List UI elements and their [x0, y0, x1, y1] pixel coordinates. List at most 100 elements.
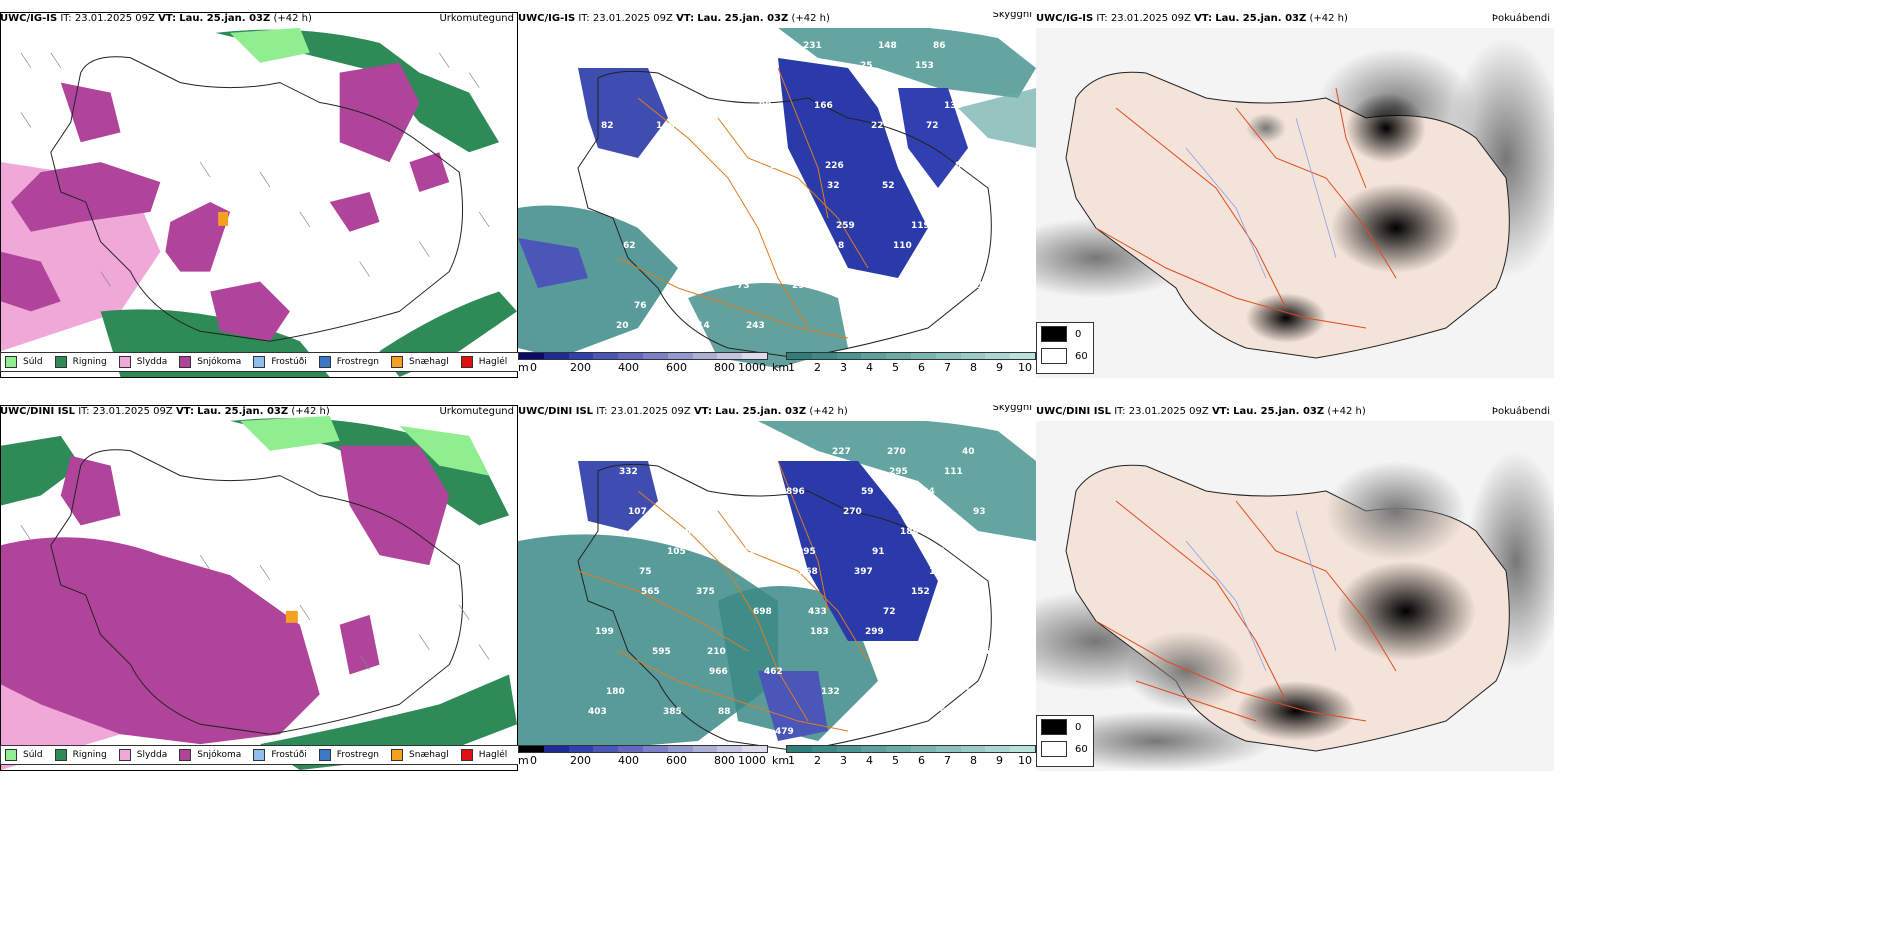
- vt-label: VT:: [175, 406, 194, 417]
- cloud-base-label: 72: [883, 607, 896, 617]
- legend-item: Frostúði: [253, 749, 307, 761]
- elevation-unit: m: [518, 754, 529, 767]
- cloud-base-label: 127: [984, 567, 1003, 577]
- cloud-base-label: 82: [601, 121, 614, 131]
- it-label: IT:: [578, 13, 590, 24]
- visibility-tick: 3: [840, 754, 847, 767]
- fog-legend-row: 60: [1037, 738, 1093, 760]
- legend-swatch: [253, 749, 266, 761]
- precip-type-legend: Súld Rigning Slydda Snjókoma Frostúði Fr…: [0, 352, 518, 372]
- it-value: 23.01.2025 09Z: [592, 13, 673, 24]
- legend-swatch: [253, 356, 266, 368]
- cloud-base-label: 80: [713, 141, 726, 151]
- cloud-base-label: 294: [792, 281, 811, 291]
- precip-map-canvas: [1, 13, 517, 377]
- legend-swatch: [5, 356, 17, 368]
- cloud-base-label: 86: [680, 261, 693, 271]
- elevation-colorbar: m 0 200 400 600 800 1000: [518, 352, 768, 374]
- cloud-base-label: 136: [850, 727, 869, 737]
- cloud-base-label: 107: [628, 507, 647, 517]
- visibility-map: 373 249 321 104 183 98 72 91 59 136 75 107 210 180 199…: [518, 421, 1036, 771]
- fog-index-map: [1036, 421, 1554, 771]
- cloud-base-label: 611: [674, 467, 693, 477]
- cloud-base-label: 130: [944, 101, 963, 111]
- legend-item: Snæhagl: [391, 356, 449, 368]
- legend-label: Haglél: [478, 357, 508, 367]
- cloud-base-label: 183: [810, 627, 829, 637]
- product-name: UWC/DINI ISL: [1036, 406, 1112, 417]
- cloud-base-label: 76: [634, 301, 647, 311]
- vt-label: VT:: [693, 406, 712, 417]
- it-value: 23.01.2025 09Z: [1110, 13, 1191, 24]
- precip-type-panel-row1: UWC/IG-IS IT: 23.01.2025 09Z VT: Lau. 25…: [0, 12, 518, 378]
- cloud-base-label: 183: [905, 727, 924, 737]
- legend-label: Rigning: [72, 750, 107, 760]
- cloud-base-label: 136: [904, 301, 923, 311]
- cloud-base-label: 102: [951, 687, 970, 697]
- cloud-base-label: 595: [652, 647, 671, 657]
- cloud-base-label: 62: [623, 241, 636, 251]
- cloud-base-label: 82: [757, 81, 770, 91]
- it-value: 23.01.2025 09Z: [1128, 406, 1209, 417]
- elevation-colorbar-gradient: [518, 352, 768, 360]
- fog-legend-swatch-black: [1041, 719, 1067, 735]
- lead-time: (+42 h): [791, 13, 830, 24]
- cloud-base-label: 249: [938, 607, 957, 617]
- vt-value: Lau. 25.jan. 03Z: [715, 406, 807, 417]
- panel-title: Skyggni: [992, 12, 1032, 20]
- cloud-base-label: 138: [979, 301, 998, 311]
- cloud-base-label: 52: [882, 181, 895, 191]
- cloud-base-label: 210: [617, 447, 636, 457]
- cloud-base-label: 88: [724, 201, 737, 211]
- cloud-base-label: 139: [922, 647, 941, 657]
- precip-type-panel-row2: UWC/DINI ISL IT: 23.01.2025 09Z VT: Lau.…: [0, 405, 518, 771]
- lead-time: (+42 h): [291, 406, 330, 417]
- cloud-base-label: 264: [977, 647, 996, 657]
- fog-legend-swatch-white: [1041, 741, 1067, 757]
- visibility-colorbar-gradient: [786, 352, 1036, 360]
- legend-swatch: [318, 749, 331, 761]
- cloud-base-label: 56: [889, 101, 902, 111]
- product-name: UWC/DINI ISL: [0, 406, 76, 417]
- cloud-base-label: 99: [759, 101, 772, 111]
- it-value: 23.01.2025 09Z: [92, 406, 173, 417]
- lead-time: (+42 h): [273, 13, 312, 24]
- visibility-tick: 5: [892, 754, 899, 767]
- cloud-base-label: 86: [933, 41, 946, 51]
- panel-header: UWC/IG-IS IT: 23.01.2025 09Z VT: Lau. 25…: [1036, 12, 1554, 26]
- legend-swatch: [318, 356, 331, 368]
- lead-time: (+42 h): [809, 406, 848, 417]
- legend-label: Rigning: [72, 357, 107, 367]
- cloud-base-label: 20: [616, 321, 629, 331]
- product-name: UWC/IG-IS: [1036, 13, 1094, 24]
- vt-label: VT:: [1211, 406, 1230, 417]
- fog-index-map-canvas: [1036, 28, 1554, 378]
- cloud-base-label: 180: [606, 687, 625, 697]
- cloud-base-label: 433: [808, 607, 827, 617]
- cloud-base-label: 332: [619, 467, 638, 477]
- cloud-base-label: 202: [667, 181, 686, 191]
- cloud-base-label: 32: [827, 181, 840, 191]
- cloud-base-label: 896: [786, 487, 805, 497]
- lead-time: (+42 h): [1309, 13, 1348, 24]
- visibility-tick: 6: [918, 361, 925, 374]
- legend-item: Rigning: [54, 356, 107, 368]
- legend-item: Súld: [5, 749, 43, 761]
- visibility-tick: 8: [970, 361, 977, 374]
- cloud-base-label: 128: [748, 41, 767, 51]
- cloud-base-label: 93: [973, 507, 986, 517]
- cloud-base-label: 127: [702, 81, 721, 91]
- elevation-tick: 800: [714, 754, 735, 767]
- cloud-base-label: 73: [737, 281, 750, 291]
- cloud-base-label: 105: [667, 547, 686, 557]
- fog-index-map: [1036, 28, 1554, 378]
- legend-label: Frostúði: [271, 357, 307, 367]
- legend-swatch: [460, 356, 473, 368]
- cloud-base-label: 270: [887, 447, 906, 457]
- it-label: IT:: [1096, 13, 1108, 24]
- vt-value: Lau. 25.jan. 03Z: [197, 406, 289, 417]
- cloud-base-label: 86: [781, 221, 794, 231]
- lead-time: (+42 h): [1327, 406, 1366, 417]
- cloud-base-label: 75: [639, 567, 652, 577]
- legend-label: Snæhagl: [409, 357, 449, 367]
